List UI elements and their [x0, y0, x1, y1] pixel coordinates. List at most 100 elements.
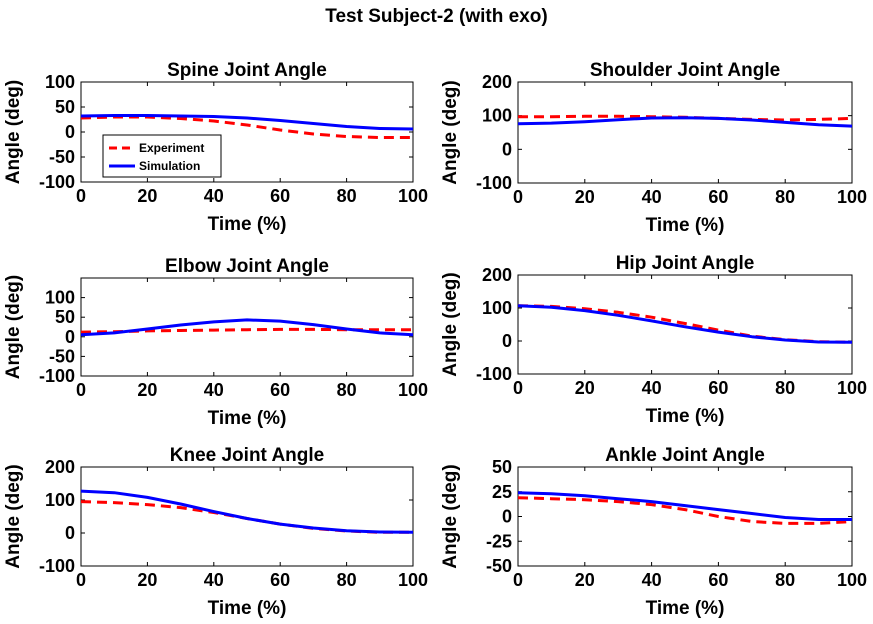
y-tick-label: 0 [502, 139, 512, 159]
x-tick-label: 0 [513, 378, 523, 398]
x-tick-label: 60 [270, 186, 290, 206]
y-tick-label: 200 [482, 265, 512, 285]
subplot-title: Hip Joint Angle [616, 253, 755, 274]
series-line-simulation [517, 304, 853, 344]
x-axis-label: Time (%) [208, 214, 287, 235]
series-line-simulation [517, 491, 852, 521]
x-tick-label: 40 [204, 570, 224, 590]
x-tick-label: 0 [513, 570, 523, 590]
y-tick-label: 0 [65, 523, 75, 543]
y-axis-label: Angle (deg) [440, 464, 461, 569]
y-axis-label: Angle (deg) [3, 275, 24, 380]
legend-label-simulation: Simulation [139, 159, 200, 173]
x-tick-label: 80 [775, 187, 795, 207]
x-tick-label: 0 [76, 570, 86, 590]
x-tick-label: 40 [642, 378, 662, 398]
y-tick-label: 0 [502, 507, 512, 527]
x-tick-label: 40 [642, 187, 662, 207]
x-tick-label: 80 [337, 570, 357, 590]
y-tick-label: 100 [482, 298, 512, 318]
y-tick-label: 100 [45, 490, 75, 510]
x-tick-label: 40 [204, 380, 224, 400]
y-tick-label: -50 [49, 346, 75, 366]
plot-area [80, 466, 414, 567]
x-tick-label: 80 [337, 186, 357, 206]
x-tick-label: 80 [775, 378, 795, 398]
plot-area [517, 466, 853, 567]
y-tick-label: 0 [65, 327, 75, 347]
x-tick-label: 20 [575, 187, 595, 207]
y-axis-label: Angle (deg) [3, 464, 24, 569]
subplot-title: Elbow Joint Angle [165, 256, 329, 277]
x-tick-label: 60 [708, 378, 728, 398]
series-line-simulation [517, 116, 853, 128]
x-axis-label: Time (%) [208, 598, 287, 619]
subplot-title: Knee Joint Angle [170, 445, 324, 466]
y-tick-label: 0 [65, 122, 75, 142]
legend-label-experiment: Experiment [139, 141, 204, 155]
x-tick-label: 80 [337, 380, 357, 400]
x-tick-label: 100 [398, 380, 428, 400]
x-tick-label: 60 [708, 187, 728, 207]
y-axis-label: Angle (deg) [440, 80, 461, 185]
x-tick-label: 20 [575, 570, 595, 590]
x-tick-label: 60 [270, 380, 290, 400]
y-tick-label: 200 [482, 72, 512, 92]
y-tick-label: -50 [49, 147, 75, 167]
x-tick-label: 100 [837, 378, 867, 398]
x-axis-label: Time (%) [208, 408, 287, 429]
y-tick-label: 100 [45, 288, 75, 308]
x-tick-label: 0 [513, 187, 523, 207]
series-line-experiment [517, 496, 853, 525]
y-tick-label: 200 [45, 457, 75, 477]
y-tick-label: -100 [39, 172, 75, 192]
y-axis-label: Angle (deg) [440, 272, 461, 377]
y-tick-label: 50 [55, 97, 75, 117]
x-tick-label: 40 [204, 186, 224, 206]
y-tick-label: 100 [45, 72, 75, 92]
y-tick-label: 25 [492, 482, 512, 502]
series-line-simulation [80, 318, 414, 337]
x-tick-label: 100 [398, 186, 428, 206]
x-tick-label: 80 [775, 570, 795, 590]
x-axis-label: Time (%) [646, 215, 725, 236]
y-tick-label: 0 [502, 331, 512, 351]
x-tick-label: 60 [270, 570, 290, 590]
y-tick-label: 50 [55, 307, 75, 327]
legend-box [102, 134, 222, 178]
legend: Experiment Simulation [102, 134, 222, 178]
y-tick-label: -100 [39, 556, 75, 576]
subplot-title: Ankle Joint Angle [605, 445, 765, 466]
x-tick-label: 20 [575, 378, 595, 398]
x-tick-label: 20 [137, 380, 157, 400]
series-line-simulation [80, 114, 414, 131]
x-tick-label: 100 [837, 570, 867, 590]
y-tick-label: -100 [476, 173, 512, 193]
y-axis-label: Angle (deg) [3, 80, 24, 185]
series-line-simulation [80, 489, 414, 534]
figure-title: Test Subject-2 (with exo) [325, 6, 548, 27]
x-axis-label: Time (%) [646, 406, 725, 427]
x-tick-label: 40 [642, 570, 662, 590]
x-tick-label: 60 [708, 570, 728, 590]
y-tick-label: -50 [486, 556, 512, 576]
y-tick-label: -100 [39, 366, 75, 386]
y-tick-label: 100 [482, 106, 512, 126]
subplot-title: Shoulder Joint Angle [590, 60, 780, 81]
x-tick-label: 100 [398, 570, 428, 590]
y-tick-label: 50 [492, 457, 512, 477]
x-tick-label: 100 [837, 187, 867, 207]
x-tick-label: 20 [137, 570, 157, 590]
plot-area [80, 277, 414, 377]
plot-area [517, 81, 853, 184]
y-tick-label: -100 [476, 364, 512, 384]
x-tick-label: 0 [76, 186, 86, 206]
y-tick-label: -25 [486, 531, 512, 551]
